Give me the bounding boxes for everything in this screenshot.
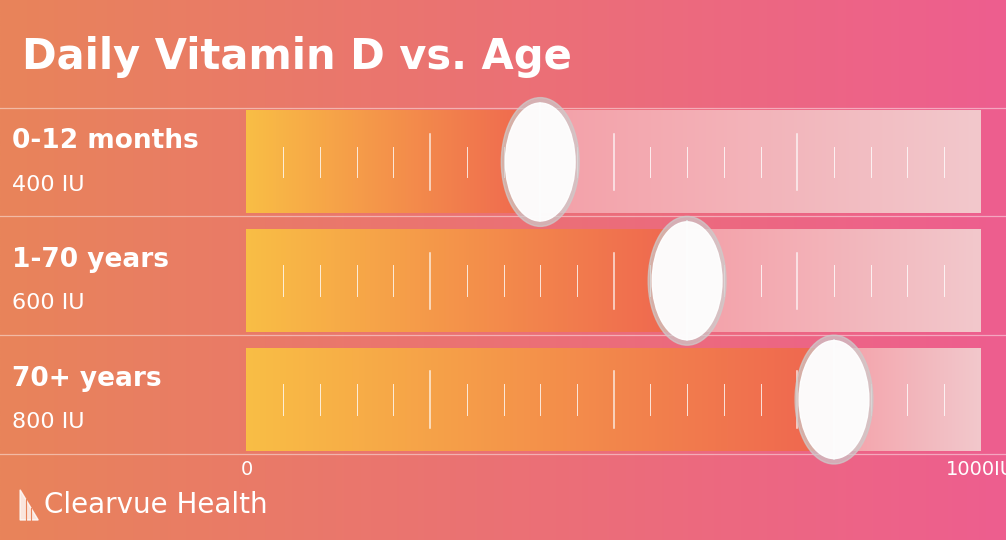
- Ellipse shape: [799, 341, 869, 458]
- Text: Clearvue Health: Clearvue Health: [44, 491, 268, 519]
- Ellipse shape: [795, 335, 873, 464]
- Polygon shape: [20, 490, 38, 520]
- Text: 1-70 years: 1-70 years: [12, 247, 169, 273]
- Ellipse shape: [501, 98, 579, 226]
- Ellipse shape: [648, 217, 726, 345]
- Ellipse shape: [505, 103, 575, 221]
- Text: 800 IU: 800 IU: [12, 412, 85, 432]
- Text: 400 IU: 400 IU: [12, 174, 85, 194]
- Text: 0: 0: [240, 460, 253, 480]
- Text: 70+ years: 70+ years: [12, 366, 162, 392]
- Ellipse shape: [652, 222, 722, 340]
- Text: Daily Vitamin D vs. Age: Daily Vitamin D vs. Age: [22, 36, 572, 78]
- Text: 0-12 months: 0-12 months: [12, 129, 199, 154]
- Text: 600 IU: 600 IU: [12, 293, 85, 313]
- Text: 1000IU: 1000IU: [947, 460, 1006, 480]
